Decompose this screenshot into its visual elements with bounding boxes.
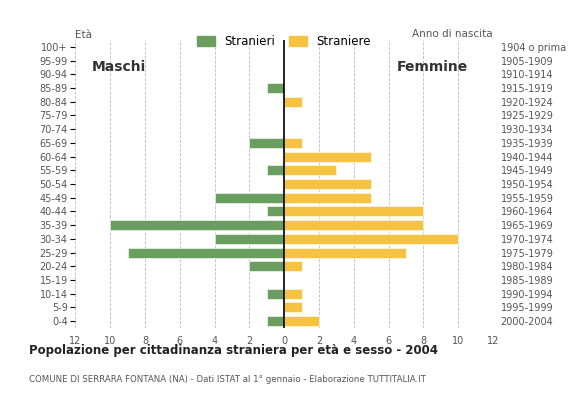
Bar (284, 261, 302, 271)
Bar (267, 316, 284, 326)
Bar (284, 248, 406, 258)
Bar (215, 193, 284, 203)
Bar (284, 152, 371, 162)
Bar (284, 234, 458, 244)
Bar (284, 220, 423, 230)
Text: COMUNE DI SERRARA FONTANA (NA) - Dati ISTAT al 1° gennaio - Elaborazione TUTTITA: COMUNE DI SERRARA FONTANA (NA) - Dati IS… (29, 375, 426, 384)
Bar (284, 289, 302, 299)
Text: Età: Età (75, 30, 92, 40)
Text: Anno di nascita: Anno di nascita (412, 28, 493, 38)
Bar (128, 248, 284, 258)
Bar (267, 206, 284, 216)
Bar (267, 289, 284, 299)
Bar (284, 97, 302, 107)
Bar (284, 302, 302, 312)
Text: Popolazione per cittadinanza straniera per età e sesso - 2004: Popolazione per cittadinanza straniera p… (29, 344, 438, 357)
Text: Maschi: Maschi (92, 60, 146, 74)
Bar (284, 316, 319, 326)
Bar (284, 165, 336, 175)
Bar (284, 179, 371, 189)
Text: Femmine: Femmine (397, 60, 467, 74)
Bar (284, 193, 371, 203)
Legend: Stranieri, Straniere: Stranieri, Straniere (193, 30, 376, 52)
Bar (284, 206, 423, 216)
Bar (267, 83, 284, 93)
Bar (215, 234, 284, 244)
Bar (249, 138, 284, 148)
Bar (110, 220, 284, 230)
Bar (267, 165, 284, 175)
Bar (249, 261, 284, 271)
Bar (284, 138, 302, 148)
